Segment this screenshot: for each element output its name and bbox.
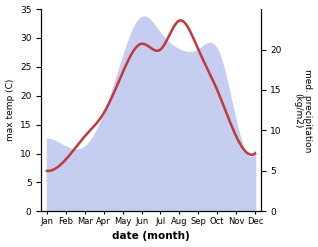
X-axis label: date (month): date (month)	[112, 231, 190, 242]
Y-axis label: max temp (C): max temp (C)	[5, 79, 15, 141]
Y-axis label: med. precipitation
(kg/m2): med. precipitation (kg/m2)	[293, 68, 313, 152]
